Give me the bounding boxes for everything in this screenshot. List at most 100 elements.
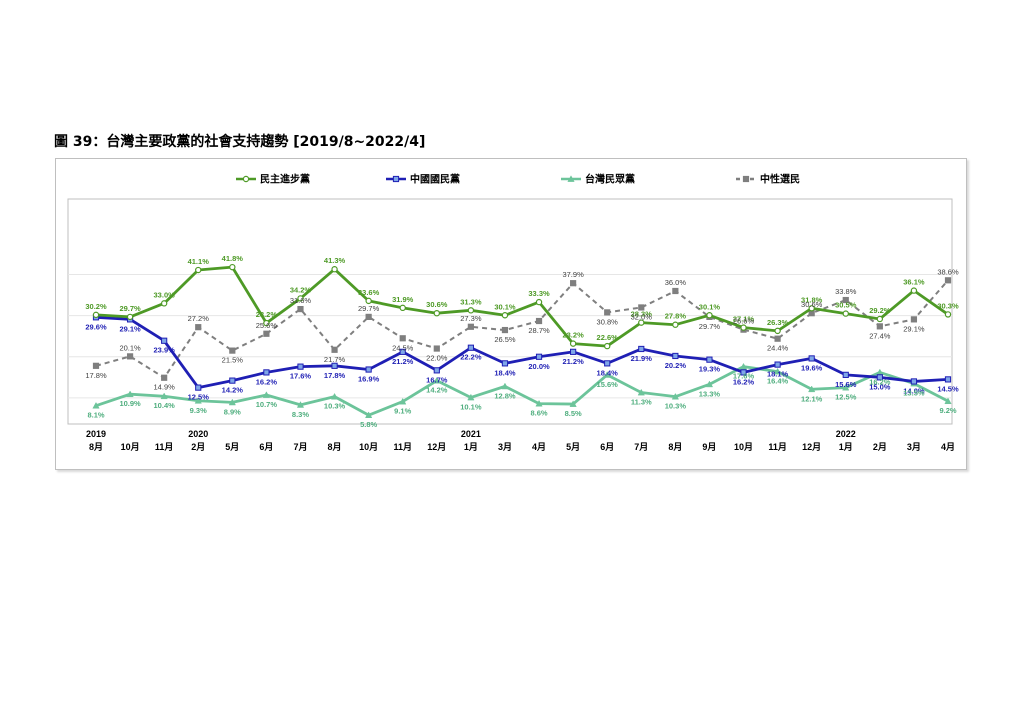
data-point-kmt [944, 376, 952, 383]
data-point-dpp [808, 305, 815, 312]
data-point-kmt [535, 353, 543, 360]
data-point-dpp [842, 310, 849, 317]
data-point-tpp [126, 390, 134, 398]
data-label-kmt: 17.6% [290, 372, 312, 381]
data-point-neutral [604, 309, 611, 316]
data-label-dpp: 30.2% [85, 302, 107, 311]
data-point-neutral [92, 362, 100, 369]
data-label-tpp: 8.3% [292, 410, 309, 419]
data-label-dpp: 29.7% [119, 304, 141, 313]
data-label-tpp: 8.6% [530, 409, 547, 418]
data-point-kmt [331, 362, 338, 369]
data-label-neutral: 36.0% [665, 278, 687, 287]
x-tick-label: 7月 [293, 442, 307, 452]
chart-frame: 民主進步黨 中國國民黨 台灣民眾黨 中性選民 30.2% 29.7% 33.0% 41.1%… [55, 158, 967, 470]
data-point-dpp [433, 309, 440, 317]
data-point-neutral [910, 316, 918, 323]
data-point-neutral [433, 345, 440, 352]
data-label-tpp: 8.9% [224, 407, 241, 416]
data-label-kmt: 15.0% [869, 382, 891, 391]
series-lines [92, 263, 952, 419]
data-label-tpp: 10.1% [460, 402, 482, 411]
data-point-neutral [501, 326, 509, 334]
data-point-tpp [808, 385, 816, 393]
data-point-neutral [229, 347, 236, 354]
data-point-neutral [535, 317, 543, 325]
series-line-dpp [95, 265, 949, 348]
data-label-neutral: 37.9% [562, 270, 584, 279]
x-tick-label: 7月 [634, 442, 648, 452]
x-tick-label: 3月 [498, 442, 512, 452]
data-label-dpp: 27.8% [665, 312, 687, 321]
data-point-dpp [365, 297, 372, 305]
data-label-dpp: 36.1% [903, 278, 925, 287]
data-point-kmt [229, 377, 236, 384]
data-point-tpp [842, 383, 850, 391]
data-label-tpp: 10.7% [256, 400, 278, 409]
data-label-kmt: 19.3% [699, 365, 721, 374]
data-label-tpp: 8.1% [87, 411, 104, 420]
data-point-kmt [808, 355, 815, 362]
data-point-kmt [297, 363, 304, 370]
data-point-kmt [195, 384, 202, 391]
data-point-dpp [910, 287, 918, 294]
data-point-dpp [944, 311, 952, 318]
series-line-kmt [95, 315, 949, 390]
data-label-kmt: 20.0% [528, 362, 550, 371]
data-point-kmt [433, 367, 440, 374]
data-point-kmt [910, 378, 918, 385]
data-point-kmt [706, 356, 713, 363]
year-label: 2019 [86, 429, 106, 439]
data-label-kmt: 14.5% [937, 384, 959, 393]
data-point-tpp [467, 393, 475, 401]
data-point-neutral [876, 323, 883, 330]
data-label-tpp: 17.6% [733, 372, 755, 381]
data-point-dpp [195, 266, 202, 274]
data-label-kmt: 15.6% [835, 380, 857, 389]
x-tick-label: 1月 [839, 442, 853, 452]
data-label-dpp: 30.5% [835, 301, 857, 310]
data-label-tpp: 9.1% [394, 407, 411, 416]
x-tick-label: 10月 [359, 442, 378, 452]
data-label-neutral: 20.1% [119, 343, 141, 352]
data-label-tpp: 13.3% [699, 389, 721, 398]
data-point-tpp [160, 392, 168, 400]
x-tick-label: 1月 [464, 442, 478, 452]
data-point-dpp [92, 311, 100, 319]
data-label-kmt: 29.6% [85, 322, 107, 331]
data-point-neutral [944, 277, 952, 284]
data-label-tpp: 13.5% [903, 389, 925, 398]
x-tick-label: 6月 [259, 442, 273, 452]
data-label-dpp: 27.1% [733, 315, 755, 324]
data-label-kmt: 18.1% [767, 370, 789, 379]
data-point-kmt [365, 366, 372, 373]
data-label-kmt: 19.6% [801, 363, 823, 372]
data-point-tpp [535, 399, 543, 407]
data-point-neutral [842, 296, 849, 304]
data-point-kmt [672, 352, 679, 360]
legend: 民主進步黨 中國國民黨 台灣民眾黨 中性選民 [236, 173, 800, 186]
data-label-kmt: 29.1% [119, 324, 141, 333]
data-label-neutral: 26.5% [494, 335, 516, 344]
data-point-neutral [195, 324, 202, 331]
chart-svg: 民主進步黨 中國國民黨 台灣民眾黨 中性選民 30.2% 29.7% 33.0% 41.1%… [67, 173, 959, 452]
data-label-neutral: 27.2% [188, 314, 210, 323]
data-point-kmt [161, 337, 168, 344]
data-label-neutral: 26.6% [733, 317, 755, 326]
data-point-kmt [638, 345, 645, 353]
data-label-dpp: 33.3% [528, 289, 550, 298]
data-point-neutral [161, 374, 168, 381]
x-tick-label: 11月 [768, 442, 787, 452]
data-label-neutral: 30.6% [801, 300, 823, 309]
data-label-neutral: 28.7% [528, 326, 550, 335]
data-point-dpp [501, 312, 509, 319]
data-point-tpp [603, 371, 611, 378]
data-point-tpp [705, 380, 714, 388]
data-label-neutral: 14.9% [154, 383, 176, 392]
data-point-dpp [672, 321, 679, 328]
data-point-tpp [296, 401, 305, 408]
data-label-tpp: 9.3% [190, 406, 207, 415]
data-label-neutral: 25.6% [256, 321, 278, 330]
data-label-neutral: 27.4% [869, 331, 891, 340]
data-label-dpp: 28.2% [256, 310, 278, 319]
